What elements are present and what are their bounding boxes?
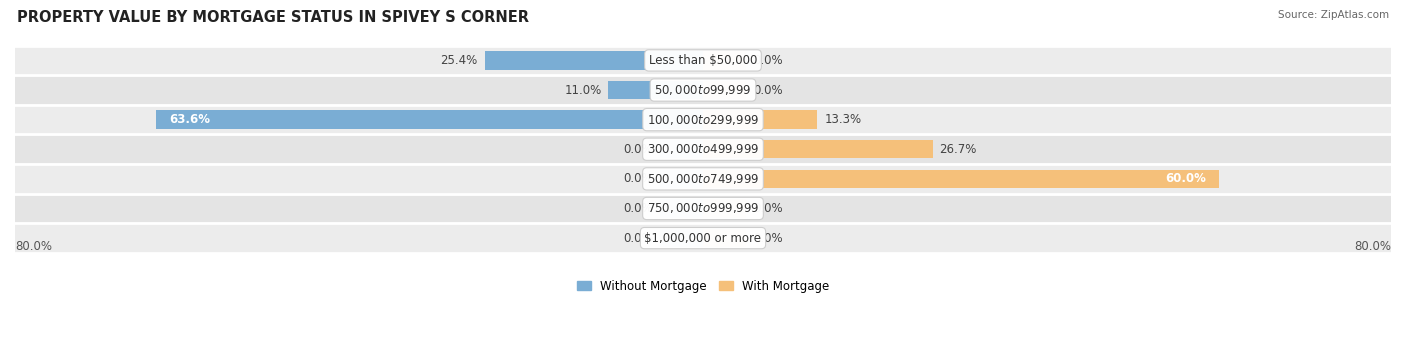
Text: 0.0%: 0.0% xyxy=(752,202,783,215)
Text: 80.0%: 80.0% xyxy=(1354,240,1391,253)
Text: Less than $50,000: Less than $50,000 xyxy=(648,54,758,67)
Bar xyxy=(703,140,932,158)
Text: 25.4%: 25.4% xyxy=(440,54,478,67)
Bar xyxy=(15,46,1391,75)
Bar xyxy=(703,110,817,129)
Bar xyxy=(15,105,1391,134)
Text: $500,000 to $749,999: $500,000 to $749,999 xyxy=(647,172,759,186)
Text: 0.0%: 0.0% xyxy=(623,172,654,185)
Text: 0.0%: 0.0% xyxy=(752,84,783,97)
Bar xyxy=(659,229,703,247)
Text: 80.0%: 80.0% xyxy=(15,240,52,253)
Text: 11.0%: 11.0% xyxy=(564,84,602,97)
Text: Source: ZipAtlas.com: Source: ZipAtlas.com xyxy=(1278,10,1389,20)
Text: $50,000 to $99,999: $50,000 to $99,999 xyxy=(654,83,752,97)
Bar xyxy=(703,81,747,99)
Bar xyxy=(703,199,747,218)
Bar xyxy=(485,51,703,70)
Text: 13.3%: 13.3% xyxy=(824,113,862,126)
Bar xyxy=(15,164,1391,194)
Bar xyxy=(703,229,747,247)
Text: $100,000 to $299,999: $100,000 to $299,999 xyxy=(647,113,759,126)
Bar xyxy=(15,194,1391,223)
Bar xyxy=(609,81,703,99)
Bar xyxy=(703,170,1219,188)
Text: 0.0%: 0.0% xyxy=(752,232,783,244)
Text: 0.0%: 0.0% xyxy=(623,232,654,244)
Text: 63.6%: 63.6% xyxy=(169,113,209,126)
Text: $750,000 to $999,999: $750,000 to $999,999 xyxy=(647,202,759,216)
Bar xyxy=(156,110,703,129)
Bar xyxy=(659,140,703,158)
Text: 0.0%: 0.0% xyxy=(623,202,654,215)
Text: 0.0%: 0.0% xyxy=(623,143,654,156)
Text: $300,000 to $499,999: $300,000 to $499,999 xyxy=(647,142,759,156)
Text: PROPERTY VALUE BY MORTGAGE STATUS IN SPIVEY S CORNER: PROPERTY VALUE BY MORTGAGE STATUS IN SPI… xyxy=(17,10,529,25)
Bar xyxy=(15,75,1391,105)
Text: 26.7%: 26.7% xyxy=(939,143,977,156)
Bar xyxy=(659,199,703,218)
Bar xyxy=(703,51,747,70)
Bar xyxy=(15,223,1391,253)
Text: 60.0%: 60.0% xyxy=(1166,172,1206,185)
Bar xyxy=(659,170,703,188)
Text: 0.0%: 0.0% xyxy=(752,54,783,67)
Legend: Without Mortgage, With Mortgage: Without Mortgage, With Mortgage xyxy=(576,279,830,293)
Text: $1,000,000 or more: $1,000,000 or more xyxy=(644,232,762,244)
Bar xyxy=(15,134,1391,164)
